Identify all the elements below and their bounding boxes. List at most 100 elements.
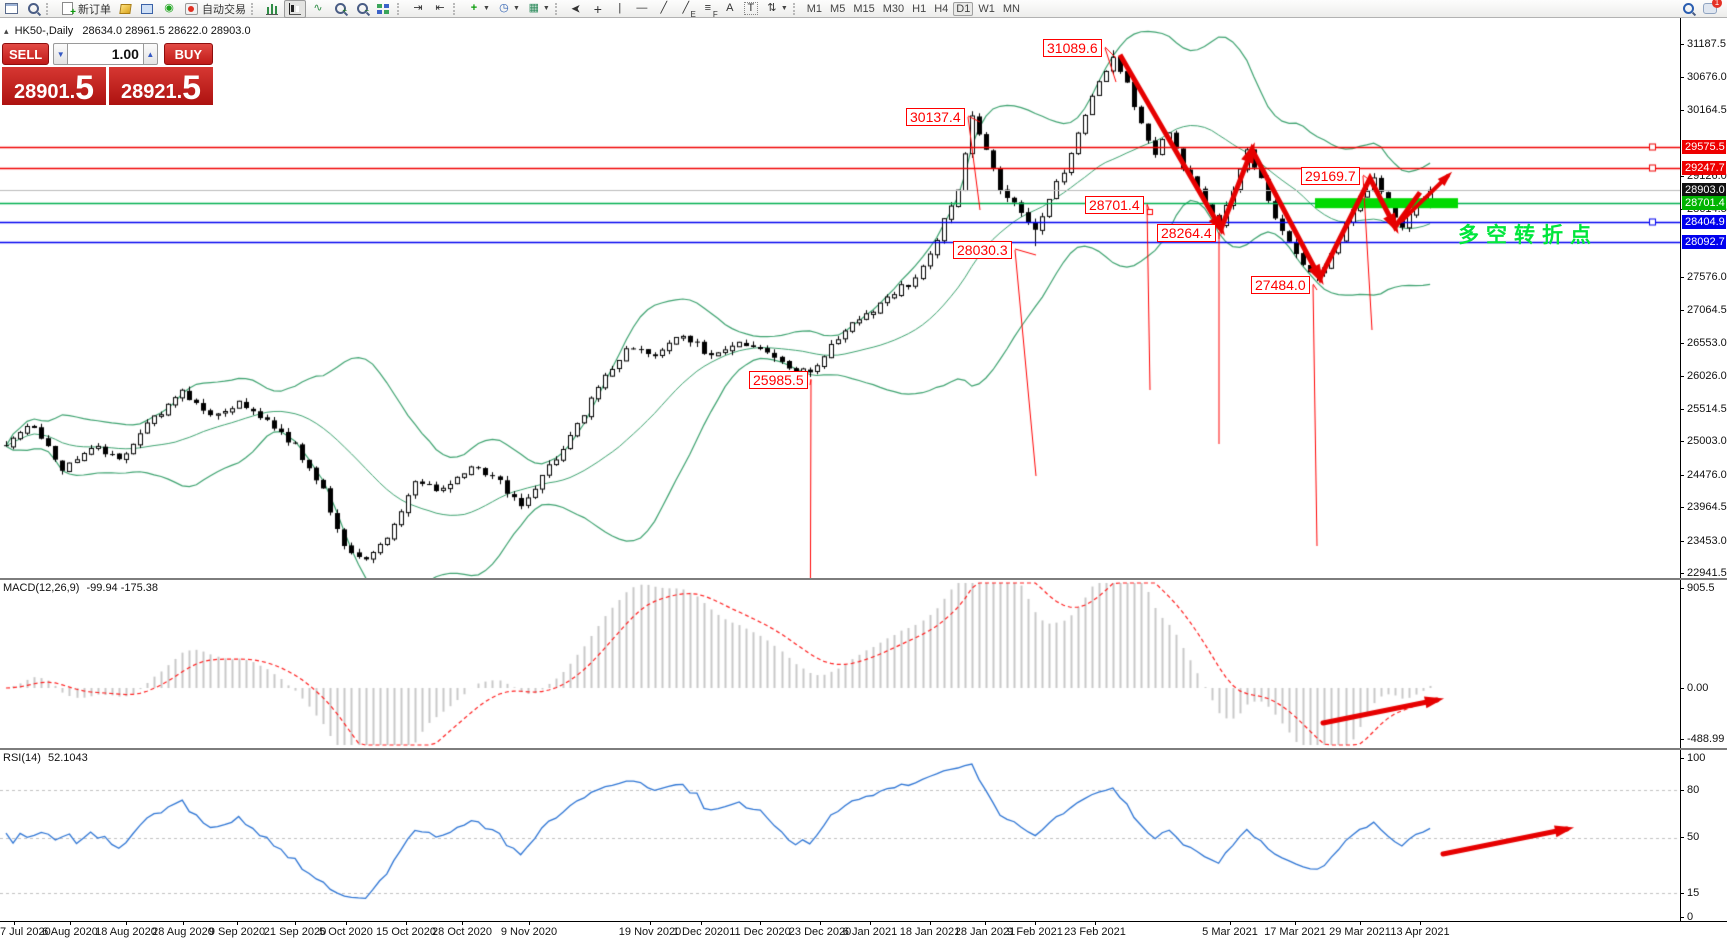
rsi-pane-divider[interactable] <box>0 748 1727 750</box>
price-tag: 28404.9 <box>1682 215 1726 229</box>
indicators-button[interactable]: + ▼ <box>464 1 492 17</box>
templates-button[interactable]: ▦ ▼ <box>524 1 552 17</box>
axis-tickmark <box>1680 688 1684 689</box>
crosshair-icon: + <box>593 0 602 17</box>
vertical-line-button[interactable]: | <box>610 1 630 17</box>
tile-windows-button[interactable] <box>374 1 394 17</box>
trendline-icon: ╱ <box>660 2 668 14</box>
timeframe-button-H4[interactable]: H4 <box>934 2 949 15</box>
rsi-axis-label: 80 <box>1687 784 1700 796</box>
chart-window-icon <box>3 2 19 16</box>
price-callout-label[interactable]: 25985.5 <box>749 371 808 389</box>
price-callout-label[interactable]: 27484.0 <box>1251 276 1310 294</box>
periods-clock-icon: ◷ <box>499 2 509 14</box>
macd-pane-divider[interactable] <box>0 578 1727 580</box>
channel-button[interactable]: ╱ E <box>676 1 696 19</box>
macd-pane-canvas[interactable] <box>0 580 1680 748</box>
fibonacci-icon: ≡ F <box>704 2 718 19</box>
timeframe-toolbar: M1 M5 M15 M30 H1 H4 D1 W1 MN <box>803 1 1024 16</box>
volume-input[interactable]: 1.00 <box>68 43 143 65</box>
timeframe-button-M30[interactable]: M30 <box>882 2 905 15</box>
text-button[interactable]: A <box>720 1 740 17</box>
axis-tickmark <box>1680 837 1684 838</box>
time-axis-tickmark <box>1230 921 1231 925</box>
price-callout-label[interactable]: 31089.6 <box>1043 39 1102 57</box>
volume-increase-button[interactable]: ▲ <box>142 43 158 65</box>
price-callout-label[interactable]: 28264.4 <box>1157 224 1216 242</box>
shapes-button[interactable]: ⇅ ▼ <box>762 1 790 17</box>
ohlc-values: 28634.0 28961.5 28622.0 28903.0 <box>82 25 251 37</box>
sell-price-button[interactable]: 28901. 5 <box>2 67 106 105</box>
date-label: 13 Apr 2021 <box>1390 926 1450 938</box>
price-callout-label[interactable]: 28701.4 <box>1085 196 1144 214</box>
time-axis-tickmark <box>870 921 871 925</box>
candlestick-chart-button[interactable] <box>284 0 306 18</box>
shapes-arrows-icon: ⇅ <box>767 2 777 14</box>
publish-button[interactable] <box>137 1 157 17</box>
notifications-button[interactable]: 1 <box>1700 0 1722 17</box>
templates-icon: ▦ <box>528 2 540 14</box>
price-callout-label[interactable]: 29169.7 <box>1301 167 1360 185</box>
line-chart-icon: ∿ <box>313 2 323 14</box>
buy-price-pips: 5 <box>182 69 202 107</box>
one-click-trading-panel: SELL ▼ 1.00 ▲ BUY 28901. 5 28921. 5 <box>2 43 213 105</box>
time-axis-tickmark <box>183 921 184 925</box>
autotrade-button[interactable]: 自动交易 <box>181 1 248 17</box>
fibonacci-button[interactable]: ≡ F <box>698 1 718 19</box>
price-callout-label[interactable]: 30137.4 <box>906 108 965 126</box>
timeframe-button-M5[interactable]: M5 <box>830 2 846 15</box>
buy-price-button[interactable]: 28921. 5 <box>109 67 213 105</box>
one-click-toggle-icon[interactable]: ▴ <box>4 26 9 36</box>
cursor-button[interactable]: ➤ <box>566 1 586 17</box>
search-button[interactable] <box>1678 1 1698 17</box>
tile-windows-icon <box>376 1 392 16</box>
new-order-button[interactable]: + 新订单 <box>57 1 113 17</box>
objects-button[interactable] <box>115 1 135 17</box>
date-label: 29 Mar 2021 <box>1329 926 1391 938</box>
autotrade-label: 自动交易 <box>202 3 246 16</box>
timeframe-button-M1[interactable]: M1 <box>806 2 823 15</box>
axis-tickmark <box>1680 376 1684 377</box>
zoom-out-button[interactable]: − <box>352 1 372 17</box>
price-axis-label: 26553.0 <box>1687 337 1727 349</box>
volume-decrease-button[interactable]: ▼ <box>53 43 69 65</box>
timeframe-button-MN[interactable]: MN <box>1002 2 1020 15</box>
crosshair-button[interactable]: + <box>588 1 608 17</box>
rsi-value: 52.1043 <box>47 752 88 764</box>
macd-values: -99.94 -175.38 <box>86 582 159 594</box>
timeframe-button-D1[interactable]: D1 <box>953 1 974 16</box>
chart-window-button[interactable] <box>1 1 21 17</box>
timeframe-button-H1[interactable]: H1 <box>912 2 927 15</box>
text-label-button[interactable]: T <box>742 1 760 17</box>
price-axis-label: 31187.5 <box>1687 38 1726 50</box>
periods-button[interactable]: ◷ ▼ <box>494 1 522 17</box>
signals-button[interactable]: ◉ <box>159 1 179 17</box>
horizontal-line-button[interactable]: — <box>632 1 652 17</box>
price-axis-label: 25003.0 <box>1687 435 1727 447</box>
rsi-pane-canvas[interactable] <box>0 750 1680 921</box>
chevron-down-icon: ▼ <box>780 5 788 12</box>
sell-button[interactable]: SELL <box>2 43 50 65</box>
date-label: 28 Aug 2020 <box>152 926 214 938</box>
macd-axis-label: -488.99 <box>1687 733 1725 745</box>
preview-button[interactable] <box>23 1 43 17</box>
zoom-in-button[interactable]: + <box>330 1 350 17</box>
buy-button[interactable]: BUY <box>163 43 213 65</box>
timeframe-button-M15[interactable]: M15 <box>853 2 875 15</box>
price-chart-canvas[interactable] <box>0 18 1680 578</box>
axis-tickmark <box>1680 110 1684 111</box>
time-axis-tickmark <box>126 921 127 925</box>
preview-icon <box>25 2 41 16</box>
line-chart-button[interactable]: ∿ <box>308 1 328 17</box>
auto-scroll-button[interactable]: ⇥ <box>408 1 428 17</box>
price-callout-label[interactable]: 28030.3 <box>953 241 1012 259</box>
rsi-axis-label: 15 <box>1687 887 1700 899</box>
price-tag: 29575.5 <box>1682 140 1726 154</box>
timeframe-button-W1[interactable]: W1 <box>978 2 995 15</box>
publish-icon <box>139 2 155 16</box>
trendline-button[interactable]: ╱ <box>654 1 674 17</box>
macd-pane-label: MACD(12,26,9) -99.94 -175.38 <box>3 582 159 594</box>
bar-chart-button[interactable] <box>262 1 282 17</box>
chart-shift-button[interactable]: ⇤ <box>430 1 450 17</box>
date-label: 18 Jan 2021 <box>899 926 961 938</box>
